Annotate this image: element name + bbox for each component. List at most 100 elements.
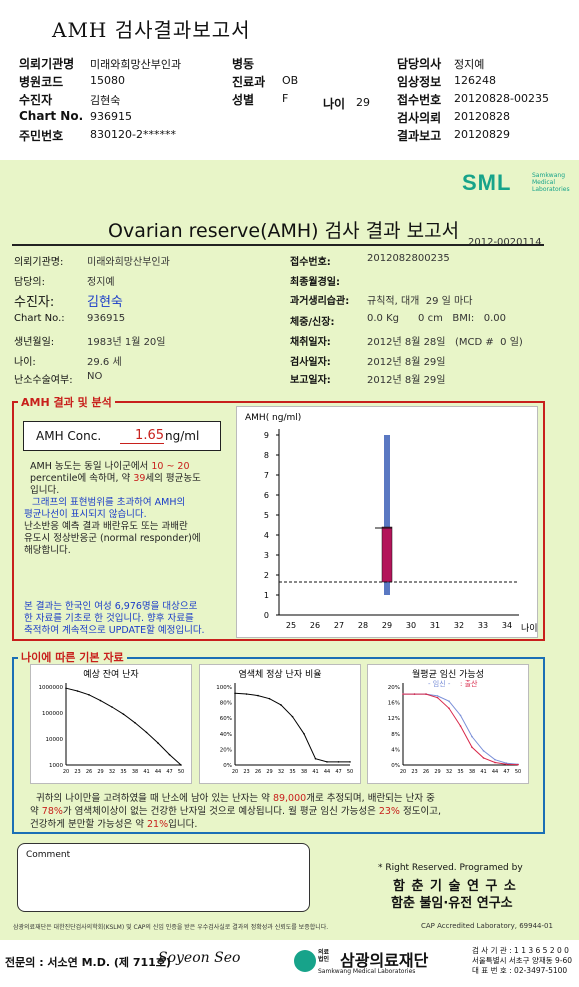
x-tick-label: 33 (478, 621, 488, 630)
y-tick-label: 1000000 (39, 685, 64, 691)
sample-field-label: 채취일자: (290, 337, 331, 348)
sample-field-label: 보고일자: (290, 375, 331, 386)
normal-egg-chart-frame: 염색체 정상 난자 비율 100% 80% 60% 40% 20% 0% 20 23 26 29 32… (199, 664, 361, 784)
y-tick-label: 100000 (42, 711, 63, 717)
x-tick-label: 20 (400, 769, 406, 775)
data-point (122, 713, 125, 715)
x-tick-label: 20 (63, 769, 69, 775)
header-value: F (282, 92, 289, 105)
y-tick-label: 0% (391, 763, 400, 769)
data-point (314, 757, 317, 760)
x-tick-label: 38 (132, 769, 138, 775)
foundation-en: Samkwang Medical Laboratories (318, 968, 416, 975)
patient-field-label: Chart No.: (14, 313, 65, 324)
data-point (157, 742, 159, 744)
legend-item: - 임신 - (428, 679, 451, 688)
data-point (245, 693, 248, 695)
x-tick-label: 34 (502, 621, 512, 630)
header-label: 성별 (232, 93, 255, 107)
patient-field-value: 정지예 (87, 277, 115, 288)
cap-text: CAP Accredited Laboratory, 69944-01 (421, 922, 553, 930)
sample-field-value: 0.0 Kg 0 cm BMI: 0.00 (367, 313, 506, 324)
report-number: 2012-0020114 (468, 237, 542, 248)
y-tick-label: 5 (264, 511, 269, 520)
analysis-text-4: 본 결과는 한국인 여성 6,976명을 대상으로 한 자료를 기초로 한 것입니… (24, 601, 205, 636)
data-point (145, 731, 148, 734)
data-point (291, 715, 294, 718)
y-tick-label: 12% (388, 716, 400, 722)
data-point (65, 687, 67, 689)
x-axis-label: 나이 (521, 623, 537, 634)
data-point (268, 697, 271, 700)
sample-field-value: 2012년 8월 28일 (MCD # 0 일) (367, 337, 523, 348)
data-point (482, 757, 485, 759)
foundation-small: 의료법인 (318, 949, 330, 963)
y-tick-label: 20% (220, 747, 232, 753)
y-tick-label: 40% (220, 732, 232, 738)
x-tick-label: 23 (74, 769, 80, 775)
x-tick-label: 32 (454, 621, 464, 630)
sample-field-label: 과거생리습관: (290, 296, 350, 307)
comment-box: Comment (17, 843, 310, 912)
header-label: 임상정보 (397, 75, 442, 89)
y-tick-label: 1 (264, 591, 269, 600)
mini-chart-title: 염색체 정상 난자 비율 (238, 669, 321, 680)
patient-field-label: 난소수술여부: (14, 375, 73, 386)
foundation-name: 삼광의료재단 (340, 951, 429, 970)
data-point (436, 696, 439, 699)
header-label: 접수번호 (397, 93, 442, 107)
x-tick-label: 41 (312, 769, 318, 775)
sample-field-value: 2012년 8월 29일 (367, 375, 446, 386)
data-point (303, 733, 305, 735)
x-tick-label: 26 (423, 769, 429, 775)
amh-chart-frame: AMH( ng/ml) 0 1 2 3 4 5 6 7 8 9 25 26 27 28 29 30 31 32 33 3… (236, 406, 538, 638)
header-label: 병원코드 (19, 75, 64, 89)
header-value: 20120829 (454, 128, 510, 141)
data-point (99, 699, 102, 702)
patient-field-value: 김현숙 (87, 295, 123, 310)
x-tick-label: 50 (347, 769, 353, 775)
y-tick-label: 2 (264, 571, 269, 580)
series-line-0 (234, 692, 350, 763)
conc-value: 1.65 (120, 428, 164, 444)
x-tick-label: 44 (155, 769, 161, 775)
header-value: 15080 (90, 74, 125, 87)
x-tick-label: 32 (109, 769, 115, 775)
y-tick-label: 3 (264, 551, 269, 560)
header-value: 20120828-00235 (454, 92, 549, 105)
x-tick-label: 29 (434, 769, 440, 775)
institute-1: 함 춘 기 술 연 구 소 (393, 879, 517, 894)
x-tick-label: 29 (382, 621, 392, 630)
specialist: 전문의 : 서소연 M.D. (제 711호) (5, 956, 171, 969)
x-tick-label: 29 (266, 769, 272, 775)
x-tick-label: 35 (120, 769, 126, 775)
x-tick-label: 23 (411, 769, 417, 775)
data-point (168, 753, 171, 756)
conc-unit: ng/ml (165, 429, 200, 443)
range-bar (384, 435, 390, 595)
x-tick-label: 44 (492, 769, 498, 775)
lab-logo: SML (462, 170, 512, 195)
amh-conc-box: AMH Conc. 1.65 ng/ml (23, 421, 221, 451)
data-point (134, 721, 136, 724)
y-tick-label: 8% (391, 732, 400, 738)
pregnancy-chart-frame: 월평균 임신 가능성 20% 16% 12% 8% 4% 0% 20 23 26 29 32 35 38 4… (367, 664, 529, 784)
institute-2: 함춘 불임·유전 연구소 (391, 896, 513, 911)
data-point (436, 695, 439, 697)
analysis-text-1: AMH 농도는 동일 나이군에서 10 ~ 20 percentile에 속하며… (30, 461, 201, 496)
foundation-logo-icon (294, 950, 316, 972)
x-tick-label: 26 (310, 621, 320, 630)
y-tick-label: 100% (216, 685, 232, 691)
data-point (448, 700, 450, 702)
sample-field-label: 체중/신장: (290, 317, 335, 328)
header-value: 정지예 (454, 58, 485, 71)
header-value: 김현숙 (90, 94, 121, 107)
pregnancy-chart: 월평균 임신 가능성 20% 16% 12% 8% 4% 0%20 23 26 29 32 35 38 4… (388, 668, 521, 775)
sample-field-value: 규칙적, 대개 29 일 마다 (367, 296, 473, 307)
data-point (517, 763, 519, 766)
header-label: 주민번호 (19, 129, 64, 143)
sample-field-label: 최종월경일: (290, 277, 340, 288)
patient-field-label: 담당의: (14, 277, 45, 288)
x-tick-label: 26 (255, 769, 261, 775)
patient-field-value: NO (87, 371, 103, 382)
